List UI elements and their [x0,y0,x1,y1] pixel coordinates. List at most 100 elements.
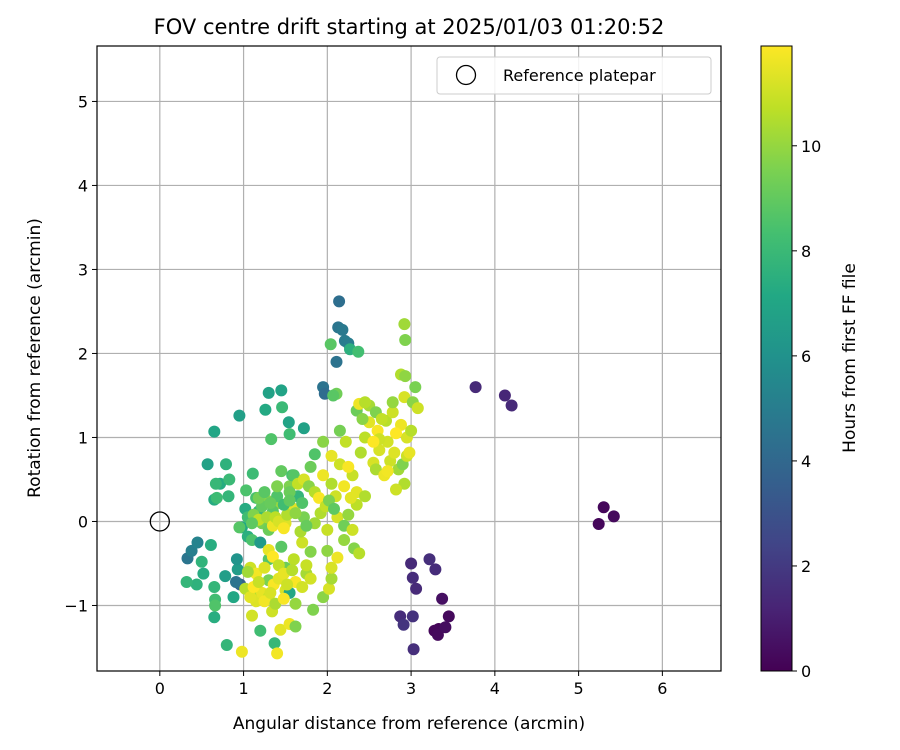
scatter-point [262,386,275,399]
colorbar-tick-label: 8 [801,242,811,261]
scatter-point [386,406,399,419]
scatter-point [252,576,265,588]
scatter-point [333,424,346,437]
scatter-point [331,551,344,564]
scatter-point [307,603,320,616]
y-tick-label: 3 [78,260,88,279]
scatter-point [233,409,246,422]
scatter-point [246,467,259,480]
colorbar-gradient [760,45,793,672]
scatter-point [436,592,449,605]
scatter-point [220,458,232,471]
scatter-point [275,465,288,478]
colorbar-tick-label: 0 [801,662,811,681]
y-tick-label: 0 [78,512,88,531]
scatter-point [283,428,296,441]
plot-frame [96,45,722,672]
scatter-point [325,449,338,462]
reference-layer [149,511,170,532]
scatter-point [386,396,399,409]
scatter-point [287,553,300,566]
scatter-point [276,401,289,414]
scatter-point [246,609,258,622]
scatter-point [375,413,388,425]
scatter-point [398,318,411,331]
scatter-point [323,582,335,595]
scatter-point [241,565,254,578]
scatter-point [268,637,281,650]
scatter-point [328,502,340,515]
scatter-point [356,413,369,425]
scatter-point [258,561,271,574]
scatter-point [317,591,330,604]
scatter-point [399,370,412,383]
scatter-point [325,572,338,585]
scatter-point [411,402,424,415]
scatter-point [222,490,235,503]
scatter-point [209,477,222,490]
scatter-point [339,435,352,448]
scatter-point [327,389,340,402]
legend-marker [455,64,477,86]
y-tick-label: 2 [78,344,88,363]
scatter-point [230,576,242,588]
y-axis-ticks: −1 0 1 2 3 4 5 [64,92,97,615]
legend-label: Reference platepar [503,66,656,85]
scatter-point [592,518,605,530]
scatter-point [431,628,444,641]
colorbar: 0 2 4 6 8 10 Hours from first FF file [760,45,860,681]
scatter-point [342,460,355,473]
scatter-point [274,623,287,636]
scatter-point [185,544,198,557]
colorbar-tick-label: 10 [801,137,821,156]
scatter-point [336,323,349,336]
scatter-point [353,547,366,560]
y-tick-label: 4 [78,176,88,195]
scatter-point [381,465,394,478]
scatter-point [607,510,620,523]
scatter-point [304,460,317,473]
scatter-point [325,477,338,490]
scatter-point [282,416,295,429]
scatter-point [367,435,380,448]
scatter-point [397,618,410,631]
x-tick-label: 4 [490,679,500,698]
scatter-point [208,425,221,438]
scatter-point [235,645,248,658]
scatter-point [275,540,288,553]
scatter-point [258,486,271,499]
scatter-point [313,491,325,504]
scatter-point [283,494,296,507]
scatter-point [271,647,284,660]
scatter-point [201,458,214,471]
colorbar-label: Hours from first FF file [840,263,860,453]
scatter-point [324,338,337,351]
scatter-point [289,620,302,633]
scatter-point [505,399,518,412]
scatter-point [403,446,416,459]
scatter-point [244,591,257,604]
scatter-point [300,519,313,532]
scatter-point [281,578,294,591]
scatter-point [220,639,233,651]
x-tick-label: 0 [155,679,165,698]
scatter-point [261,511,273,524]
scatter-point [266,550,279,563]
scatter-point [265,433,278,446]
scatter-point [429,563,442,576]
scatter-point [354,446,367,459]
scatter-point [352,345,365,358]
y-tick-label: −1 [64,596,88,615]
scatter-point [209,599,222,612]
scatter-point [230,553,243,566]
scatter-point [369,463,382,476]
scatter-point [317,435,330,448]
scatter-point [283,486,296,499]
scatter-point [406,571,419,584]
scatter-point [231,563,244,576]
scatter-point [275,384,288,397]
scatter-point [195,555,208,568]
y-tick-label: 1 [78,428,88,447]
scatter-point [405,557,418,570]
